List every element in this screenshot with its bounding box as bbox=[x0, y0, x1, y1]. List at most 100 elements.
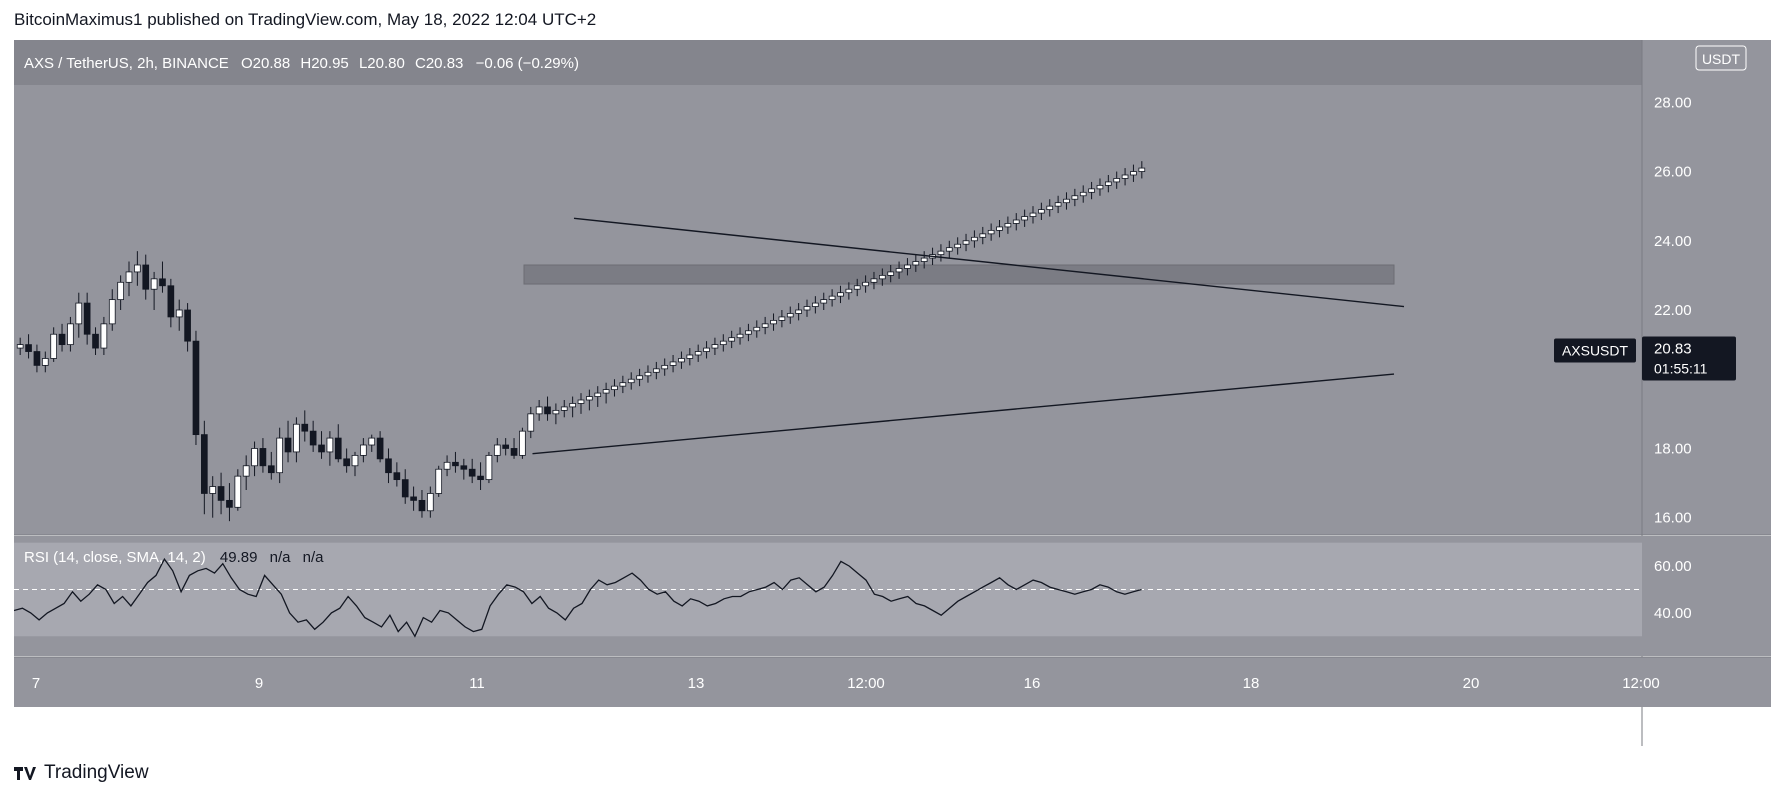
candle-body bbox=[142, 264, 150, 290]
candle-body bbox=[134, 264, 141, 273]
candle-body bbox=[33, 351, 41, 366]
candle-body bbox=[577, 399, 585, 404]
candle-body bbox=[786, 313, 794, 318]
candle-body bbox=[83, 302, 91, 335]
publisher-line: BitcoinMaximus1 published on TradingView… bbox=[14, 10, 597, 29]
candle-body bbox=[753, 326, 761, 332]
symbol-name: AXS / TetherUS, 2h, BINANCE bbox=[24, 55, 229, 72]
price-pane-background bbox=[14, 40, 1642, 535]
rsi-ticks: 60.00 40.00 bbox=[1654, 558, 1692, 622]
candle-body bbox=[544, 406, 551, 415]
candle-body bbox=[493, 444, 501, 456]
candle-body bbox=[452, 461, 459, 467]
rsi-tick-label: 40.00 bbox=[1654, 605, 1692, 622]
candle-body bbox=[669, 361, 677, 366]
candle-body bbox=[309, 430, 317, 446]
candle-body bbox=[284, 437, 292, 453]
time-tick-label: 13 bbox=[688, 675, 705, 692]
candle-body bbox=[586, 396, 593, 401]
time-tick-label: 7 bbox=[32, 675, 40, 692]
rsi-tick-label: 60.00 bbox=[1654, 558, 1692, 575]
rsi-legend-na-1: n/a bbox=[270, 549, 292, 566]
candle-body bbox=[845, 288, 853, 294]
candle-body bbox=[862, 281, 869, 287]
candle-body bbox=[460, 465, 468, 470]
candle-body bbox=[477, 475, 484, 481]
candle-body bbox=[519, 430, 526, 456]
open-value: 20.88 bbox=[253, 55, 291, 72]
candle-body bbox=[242, 465, 250, 477]
candle-body bbox=[1012, 219, 1020, 224]
rsi-series-line[interactable] bbox=[13, 557, 1142, 638]
candle-body bbox=[996, 226, 1003, 231]
candle-body bbox=[812, 302, 819, 307]
change-value: −0.06 (−0.29%) bbox=[476, 55, 579, 72]
price-axis[interactable] bbox=[1642, 40, 1771, 535]
last-price-value: 20.83 bbox=[1654, 341, 1692, 358]
time-tick-label: 18 bbox=[1243, 675, 1260, 692]
candle-body bbox=[719, 340, 727, 346]
open-label: O bbox=[241, 55, 253, 72]
time-tick-label: 12:00 bbox=[1622, 675, 1660, 692]
candle-body bbox=[75, 302, 83, 325]
footer: TradingView bbox=[14, 762, 149, 784]
candle-body bbox=[159, 278, 166, 287]
candle-body bbox=[1130, 171, 1137, 176]
candle-body bbox=[987, 229, 995, 235]
candle-body bbox=[971, 236, 978, 242]
candle-body bbox=[1021, 216, 1028, 221]
legend-strip bbox=[14, 40, 1642, 85]
chart-frame: AXS / TetherUS, 2h, BINANCE O20.88 H20.9… bbox=[13, 40, 1771, 746]
candle-body bbox=[703, 347, 710, 352]
candle-body bbox=[184, 309, 191, 342]
candle-body bbox=[954, 243, 961, 249]
candle-body bbox=[745, 330, 752, 335]
currency-button[interactable] bbox=[1695, 45, 1747, 71]
time-tick-label: 11 bbox=[469, 675, 485, 692]
rsi-axis[interactable] bbox=[1642, 536, 1771, 656]
close-label: C bbox=[415, 55, 426, 72]
candle-body bbox=[468, 468, 476, 477]
candle-body bbox=[267, 465, 275, 474]
candle-body bbox=[1096, 184, 1104, 190]
candle-body bbox=[1004, 223, 1012, 228]
high-label: H bbox=[300, 55, 311, 72]
last-price-tag: AXSUSDT 20.83 01:55:11 bbox=[1554, 336, 1736, 381]
chart-canvas[interactable]: AXS / TetherUS, 2h, BINANCE O20.88 H20.9… bbox=[13, 40, 1771, 746]
candle-body bbox=[58, 333, 66, 346]
candle-body bbox=[435, 468, 443, 494]
candle-body bbox=[192, 340, 200, 436]
time-tick-label: 9 bbox=[255, 675, 263, 692]
candle-body bbox=[736, 333, 744, 339]
candle-body bbox=[117, 281, 124, 301]
candle-body bbox=[326, 437, 334, 453]
candle-body bbox=[627, 378, 635, 384]
candle-body bbox=[552, 409, 560, 415]
candle-body bbox=[937, 250, 945, 256]
candle-body bbox=[1046, 205, 1054, 211]
candle-body bbox=[653, 368, 660, 373]
triangle-lower-line[interactable] bbox=[532, 373, 1395, 455]
candle-body bbox=[686, 354, 694, 359]
price-tick-label: 26.00 bbox=[1654, 164, 1692, 181]
candle-body bbox=[418, 499, 426, 512]
candle-body bbox=[778, 316, 786, 321]
symbol-legend: AXS / TetherUS, 2h, BINANCE O20.88 H20.9… bbox=[24, 55, 579, 72]
candle-body bbox=[376, 437, 384, 460]
candle-body bbox=[502, 444, 509, 449]
candle-body bbox=[100, 323, 108, 349]
candle-body bbox=[485, 454, 493, 481]
candle-body bbox=[67, 323, 74, 346]
candle-body bbox=[619, 382, 627, 387]
candle-body bbox=[108, 299, 116, 325]
candle-body bbox=[251, 448, 258, 467]
candle-body bbox=[661, 364, 669, 370]
candle-body bbox=[1038, 209, 1045, 214]
candle-body bbox=[569, 403, 576, 408]
time-axis[interactable] bbox=[14, 657, 1771, 707]
candle-body bbox=[234, 475, 242, 508]
price-tick-label: 24.00 bbox=[1654, 233, 1692, 250]
time-tick-label: 12:00 bbox=[847, 675, 885, 692]
candle-body bbox=[828, 295, 836, 301]
triangle-upper-line[interactable] bbox=[573, 217, 1405, 308]
